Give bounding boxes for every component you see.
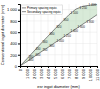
y-grid-line bbox=[20, 43, 97, 44]
y-axis: 0 200 400 600 800 1 000 bbox=[7, 5, 21, 69]
annotation: 1 800 bbox=[87, 20, 95, 24]
x-tick-mark bbox=[27, 66, 28, 68]
band-area bbox=[20, 4, 97, 66]
x-tick-label: 0 bbox=[18, 68, 23, 71]
chart: 01 0002 0003 0004 0005 0006 0007 0008 00… bbox=[0, 0, 100, 89]
y-tick-label: 600 bbox=[10, 30, 17, 35]
x-axis-title: esr ingot diameter (mm) bbox=[37, 84, 80, 89]
y-axis-title: Conventional ingot diameter (mm) bbox=[0, 4, 5, 65]
x-tick-mark bbox=[69, 66, 70, 68]
x-tick: 11 000 bbox=[95, 66, 100, 81]
y-tick-label: 400 bbox=[10, 41, 17, 46]
y-tick-mark bbox=[18, 66, 20, 67]
y-tick-label: 1 000 bbox=[7, 7, 18, 12]
y-tick-label: 200 bbox=[10, 53, 17, 58]
y-tick: 0 bbox=[15, 64, 20, 69]
y-tick-mark bbox=[18, 43, 20, 44]
annotation: 750 bbox=[42, 48, 47, 52]
y-tick-mark bbox=[18, 10, 20, 11]
x-tick: 9 000 bbox=[81, 66, 86, 79]
x-tick-mark bbox=[76, 66, 77, 68]
x-tick-mark bbox=[48, 66, 49, 68]
x-tick-label: 6 000 bbox=[60, 68, 65, 79]
annotation: 1 400 bbox=[70, 29, 78, 33]
annotation: 1 050 bbox=[56, 39, 64, 43]
annotation: 280 bbox=[28, 55, 33, 59]
annotation: 560 bbox=[42, 40, 47, 44]
annotation: 1 400 bbox=[89, 3, 97, 7]
y-tick-label: 0 bbox=[15, 64, 18, 69]
series-line bbox=[20, 4, 97, 66]
x-tick-mark bbox=[41, 66, 42, 68]
annotation: 430 bbox=[35, 47, 40, 51]
annotation: 950 bbox=[63, 18, 68, 22]
y-tick: 600 bbox=[10, 30, 20, 35]
x-tick: 1 000 bbox=[25, 66, 30, 79]
x-tick: 1 0000 bbox=[88, 66, 93, 81]
annotation: 1 600 bbox=[77, 25, 85, 29]
y-tick-mark bbox=[18, 32, 20, 33]
y-tick: 400 bbox=[10, 41, 20, 46]
x-tick-label: 9 000 bbox=[81, 68, 86, 79]
legend-box bbox=[21, 5, 62, 15]
annotation: 820 bbox=[56, 25, 61, 29]
plot-area bbox=[20, 4, 97, 66]
x-tick-label: 11 000 bbox=[95, 68, 100, 81]
x-axis: 01 0002 0003 0004 0005 0006 0007 0008 00… bbox=[18, 66, 100, 81]
legend: Primary spacing equiv.Secondary spacing … bbox=[21, 5, 62, 15]
y-tick: 200 bbox=[10, 53, 20, 58]
y-tick-mark bbox=[18, 21, 20, 22]
x-tick-mark bbox=[55, 66, 56, 68]
x-tick-label: 2 000 bbox=[32, 68, 37, 79]
x-tick: 3 000 bbox=[39, 66, 44, 79]
x-tick-label: 4 000 bbox=[46, 68, 51, 79]
x-axis-line bbox=[21, 67, 98, 69]
y-axis-line bbox=[18, 5, 21, 67]
x-tick-mark bbox=[83, 66, 84, 68]
x-tick: 2 000 bbox=[32, 66, 37, 79]
x-tick-mark bbox=[90, 66, 91, 68]
legend-swatch bbox=[22, 7, 26, 8]
x-tick-mark bbox=[97, 66, 98, 68]
annotation: 680 bbox=[49, 32, 54, 36]
annotation: 900 bbox=[49, 44, 54, 48]
y-tick-label: 800 bbox=[10, 19, 17, 24]
x-tick: 4 000 bbox=[46, 66, 51, 79]
x-tick: 7 000 bbox=[67, 66, 72, 79]
x-tick-mark bbox=[62, 66, 63, 68]
annotation: 600 bbox=[35, 53, 40, 57]
x-tick-label: 3 000 bbox=[39, 68, 44, 79]
grid bbox=[20, 4, 97, 66]
x-tick-mark bbox=[34, 66, 35, 68]
annotation: 1 100 bbox=[70, 11, 78, 15]
legend-label: Secondary spacing equiv. bbox=[27, 10, 61, 14]
annotation: 1 250 bbox=[80, 6, 88, 10]
x-tick-label: 1 0000 bbox=[88, 68, 93, 81]
y-tick-mark bbox=[18, 55, 20, 56]
x-tick: 6 000 bbox=[60, 66, 65, 79]
annotation: 1 250 bbox=[63, 34, 71, 38]
x-tick-label: 8 000 bbox=[74, 68, 79, 79]
x-tick: 8 000 bbox=[74, 66, 79, 79]
y-tick: 1 000 bbox=[7, 7, 20, 12]
x-tick-label: 7 000 bbox=[67, 68, 72, 79]
series-line bbox=[20, 15, 97, 66]
legend-swatch bbox=[22, 11, 26, 12]
x-tick: 5 000 bbox=[53, 66, 58, 79]
x-tick-label: 1 000 bbox=[25, 68, 30, 79]
y-tick: 800 bbox=[10, 19, 20, 24]
x-tick-label: 5 000 bbox=[53, 68, 58, 79]
